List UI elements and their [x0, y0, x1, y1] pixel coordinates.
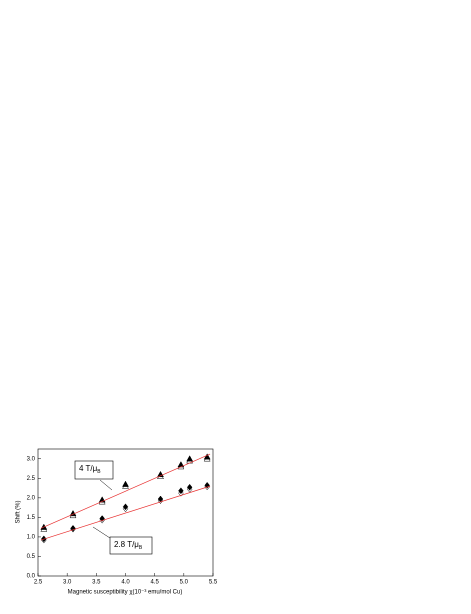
y-tick-label: 1.0 — [27, 535, 36, 541]
x-tick-label: 4.5 — [150, 580, 159, 586]
y-axis-label: Shift (%) — [16, 500, 22, 523]
point — [41, 536, 47, 544]
x-axis-label: Magnetic susceptibility χ(10⁻³ emu/mol C… — [68, 590, 183, 596]
point — [204, 483, 210, 491]
point — [178, 489, 184, 497]
point — [70, 524, 76, 532]
point — [157, 497, 164, 504]
plot-frame — [37, 448, 214, 577]
x-tick-label: 5.5 — [209, 580, 218, 586]
point — [122, 482, 129, 489]
fit-line — [40, 453, 211, 529]
annotation: 4 T/μB — [79, 464, 101, 475]
y-tick-label: 1.5 — [27, 515, 36, 521]
point — [122, 505, 129, 513]
point — [186, 485, 193, 493]
point — [203, 453, 211, 460]
point — [204, 481, 210, 489]
point — [122, 503, 129, 511]
annotation-arrow — [99, 479, 113, 491]
fit-line — [40, 485, 211, 541]
point — [186, 483, 193, 491]
x-tick-label: 4.0 — [121, 580, 130, 586]
annotation-arrow — [92, 526, 111, 539]
point — [99, 515, 105, 522]
y-tick-label: 0.0 — [27, 574, 36, 580]
y-tick-label: 0.5 — [27, 554, 36, 560]
annotation: 2.8 T/μB — [114, 540, 143, 551]
y-tick-label: 3.0 — [27, 456, 36, 462]
annotation-box — [74, 460, 114, 480]
point — [98, 498, 106, 505]
x-tick-label: 5.0 — [180, 580, 189, 586]
point — [157, 472, 164, 480]
x-tick-label: 3.0 — [63, 580, 72, 586]
point — [203, 455, 211, 462]
y-tick-label: 2.5 — [27, 476, 36, 482]
x-tick-label: 3.5 — [92, 580, 101, 586]
point — [122, 480, 129, 487]
point — [186, 455, 194, 462]
point — [99, 516, 105, 524]
x-tick-label: 2.5 — [34, 580, 43, 586]
y-tick-label: 2.0 — [27, 495, 36, 501]
point — [178, 487, 184, 495]
annotation-box — [109, 536, 153, 555]
point — [70, 525, 76, 533]
point — [40, 525, 48, 532]
